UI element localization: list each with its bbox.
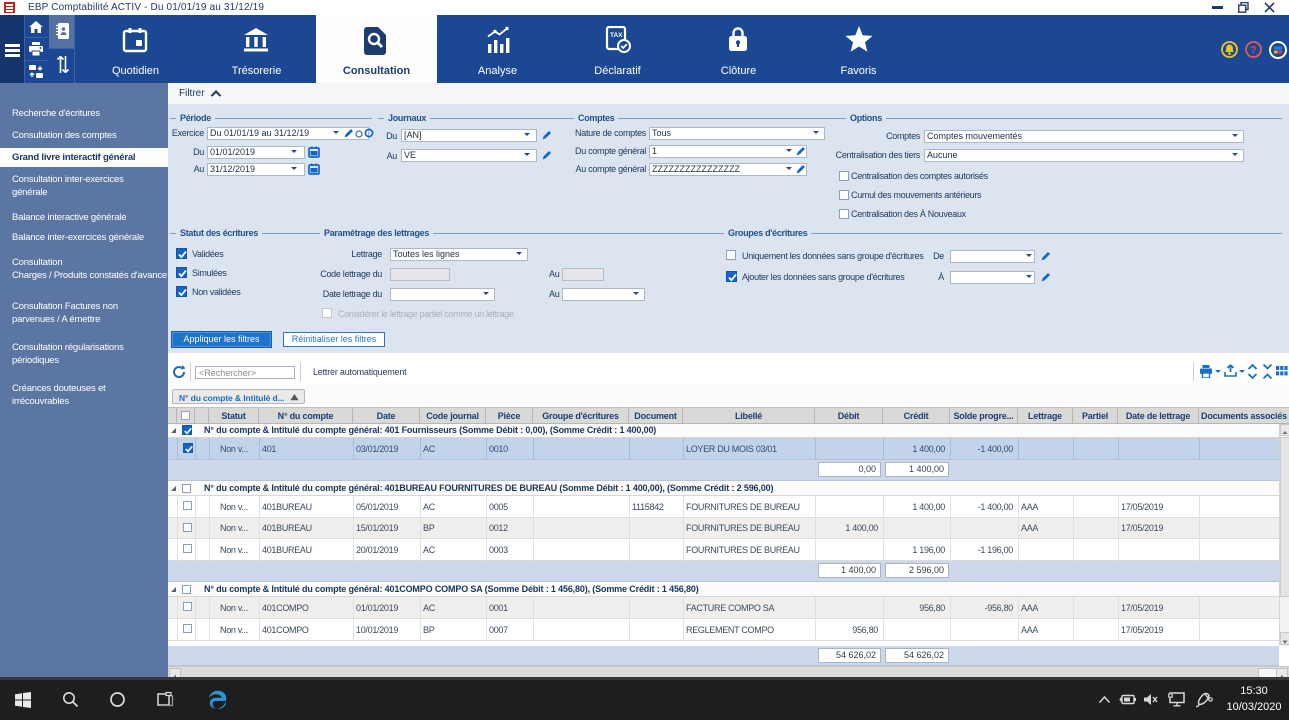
svg-text:?: ? <box>1250 45 1257 57</box>
svg-text:TAX: TAX <box>610 32 623 39</box>
